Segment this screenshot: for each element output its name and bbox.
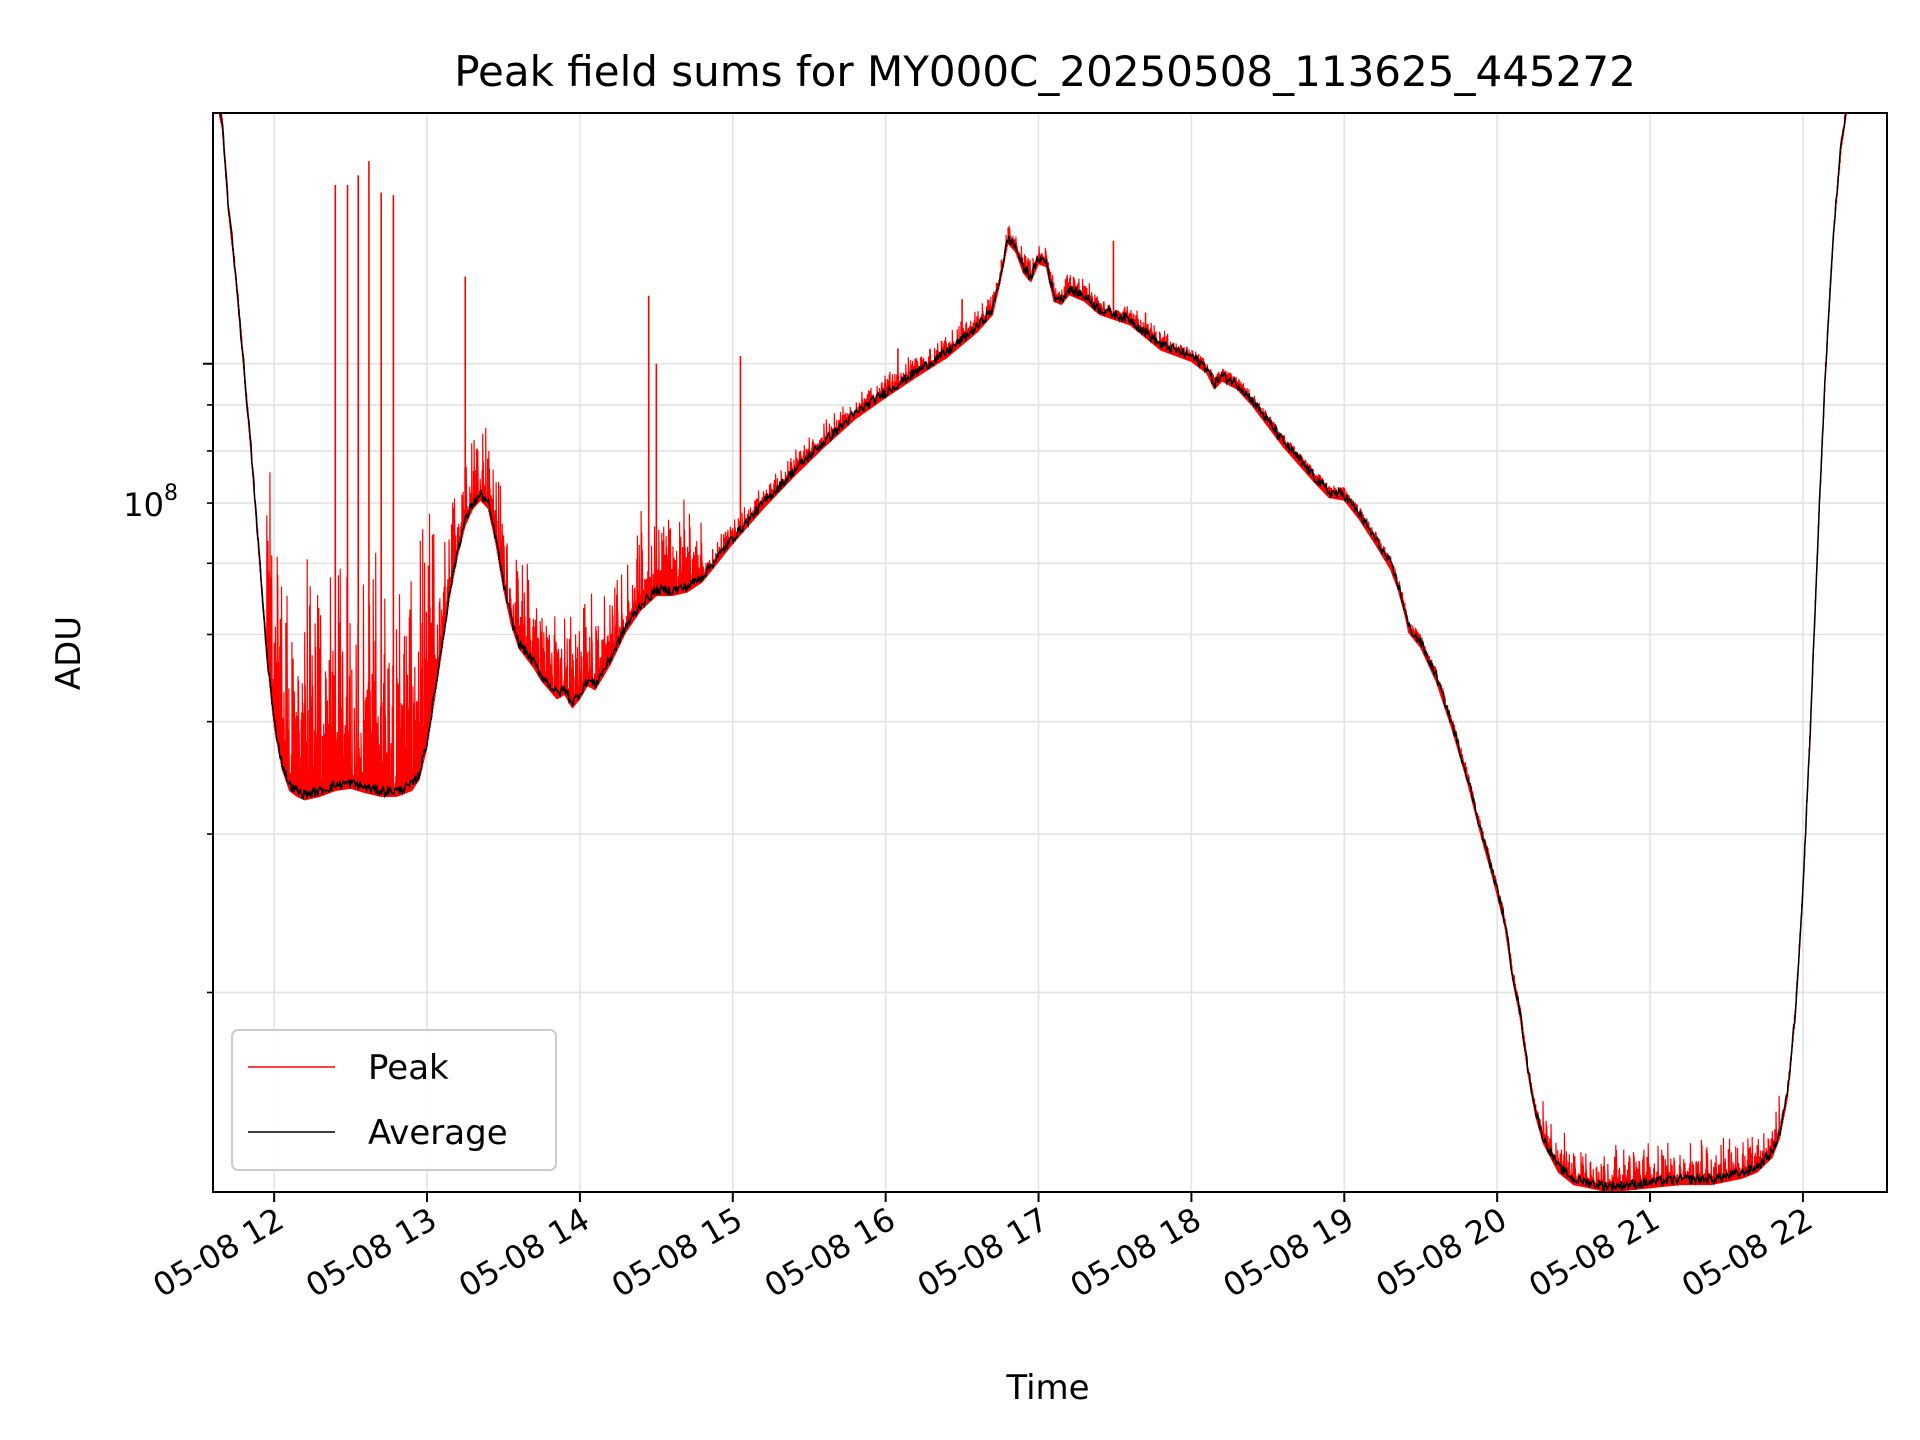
legend-label-average: Average [368, 1113, 508, 1153]
y-tick-exponent: 8 [164, 481, 178, 506]
x-axis-label: Time [1005, 1368, 1089, 1408]
legend-label-peak: Peak [368, 1048, 449, 1088]
y-axis-label: ADU [49, 616, 89, 690]
legend-box [231, 1029, 557, 1171]
y-axis-ticks [203, 362, 213, 994]
series-line-average [219, 113, 1847, 1192]
plot-frame [212, 112, 1888, 1193]
chart-title: Peak field sums for MY000C_20250508_1136… [454, 47, 1636, 96]
grid-lines [213, 113, 1887, 1192]
legend: Peak Average [231, 1029, 557, 1171]
y-tick-label-major: 108 [123, 481, 178, 524]
y-tick-base: 10 [123, 486, 164, 524]
series-layer [218, 113, 1847, 1192]
